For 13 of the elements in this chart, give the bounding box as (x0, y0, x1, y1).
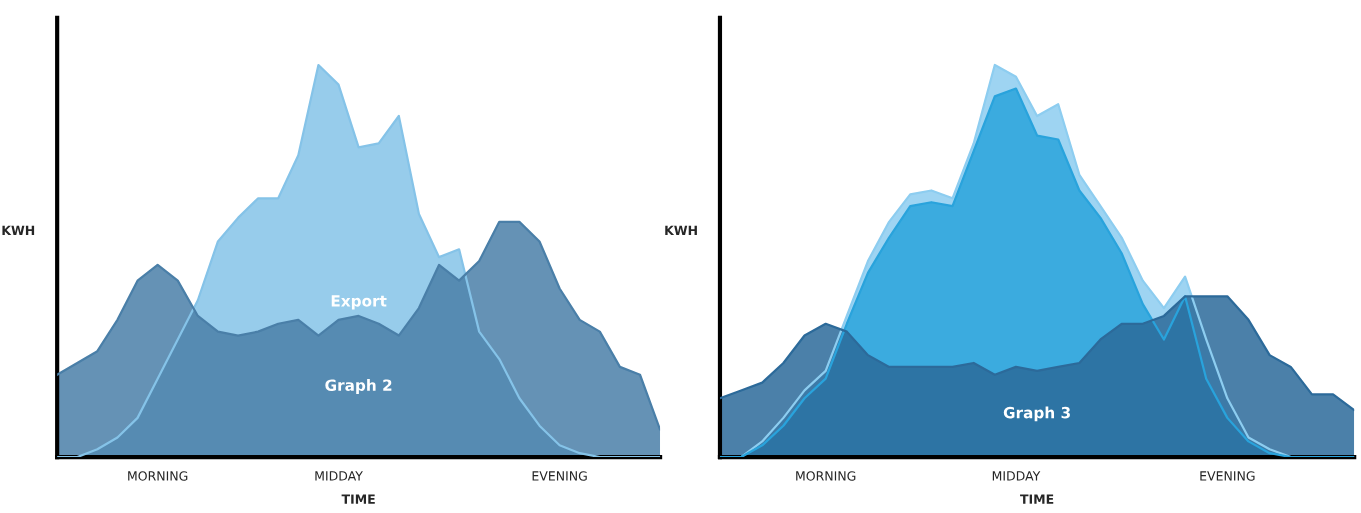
x-tick-label: MIDDAY (315, 471, 363, 481)
x-tick-label: MIDDAY (992, 471, 1041, 481)
series-label: Export (331, 295, 387, 310)
x-tick-label: EVENING (532, 471, 587, 481)
x-tick-label: MORNING (796, 471, 856, 481)
series-label: Graph 3 (1003, 406, 1070, 422)
x-axis-title: TIME (1020, 494, 1054, 504)
y-axis-title: KWH (665, 225, 697, 235)
series-label: Graph 2 (325, 379, 392, 394)
x-tick-label: EVENING (1200, 471, 1255, 481)
x-tick-label: MORNING (128, 471, 188, 481)
x-axis-title: TIME (341, 494, 375, 504)
y-axis-title: KWH (2, 225, 35, 235)
